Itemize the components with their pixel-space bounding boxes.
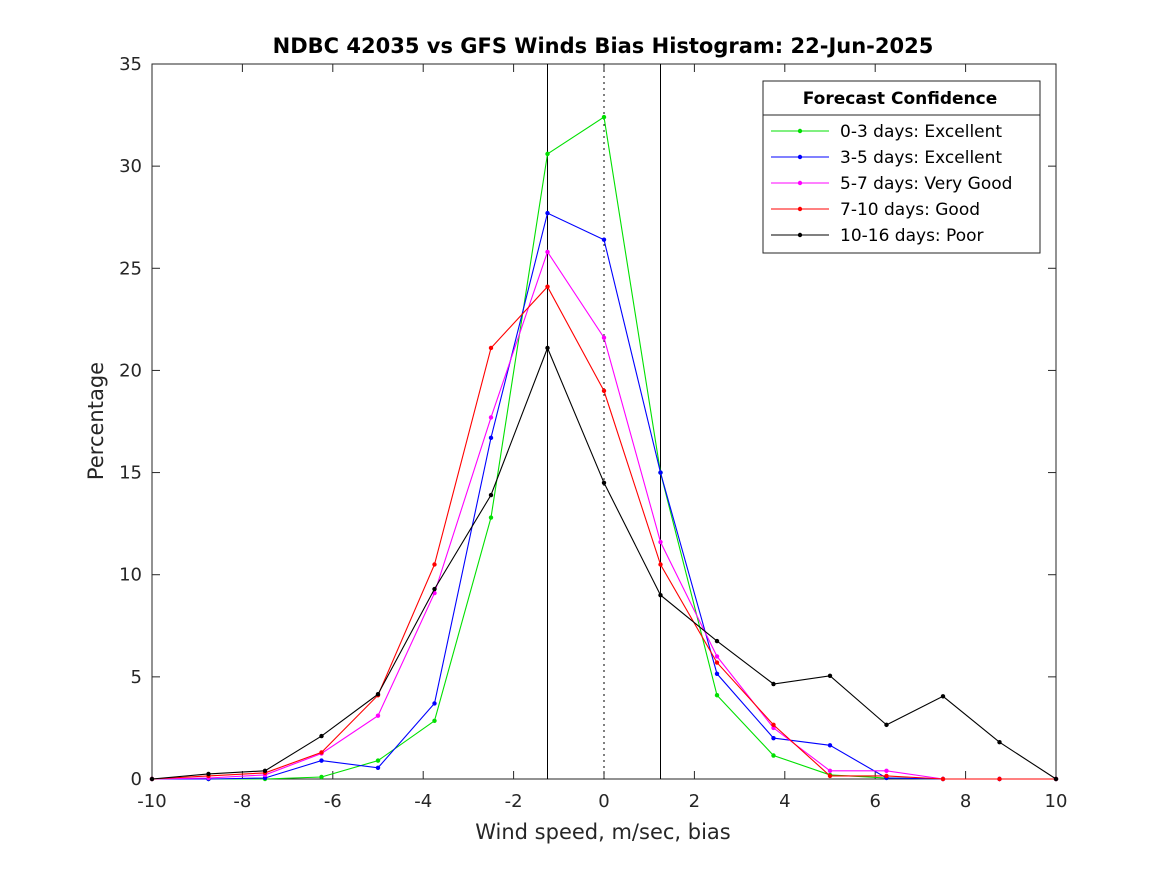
data-point: [884, 773, 889, 779]
x-tick-label: -8: [233, 791, 251, 812]
data-point: [658, 592, 663, 598]
data-point: [149, 776, 155, 782]
data-point: [432, 701, 437, 706]
data-point: [319, 733, 324, 739]
data-point: [488, 515, 494, 520]
data-point: [714, 638, 720, 644]
data-point: [997, 776, 1002, 782]
chart-title: NDBC 42035 vs GFS Winds Bias Histogram: …: [273, 34, 934, 58]
data-point: [940, 776, 946, 782]
data-point: [771, 722, 776, 728]
data-point: [771, 735, 776, 741]
data-point: [545, 249, 550, 255]
legend-box: [762, 80, 1041, 254]
data-point: [432, 562, 437, 567]
x-tick-label: -10: [137, 791, 166, 812]
data-point: [206, 771, 211, 777]
data-point: [488, 345, 494, 351]
data-point: [601, 114, 607, 120]
data-point: [940, 694, 946, 699]
data-point: [319, 758, 324, 763]
y-axis-label: Percentage: [84, 362, 108, 480]
y-tick-label: 0: [131, 769, 142, 790]
data-point: [601, 335, 607, 340]
data-point: [827, 673, 833, 679]
x-tick-label: -6: [324, 791, 342, 812]
data-point: [771, 681, 776, 687]
data-point: [432, 718, 437, 723]
legend-entry: 10-16 days: Poor: [840, 226, 984, 246]
data-point: [488, 415, 494, 420]
y-tick-label: 15: [119, 463, 142, 484]
plot-area: -10 -8 -6 -4 -2 0 2 4 6 8 10 0 5 10 15 20 25 30 35: [119, 54, 1067, 812]
data-point: [714, 693, 720, 698]
data-point: [545, 210, 550, 216]
legend-entry: 0-3 days: Excellent: [840, 122, 1002, 142]
y-tick-label: 20: [119, 360, 142, 381]
x-tick-label: 2: [689, 791, 700, 812]
data-point: [714, 660, 720, 665]
data-point: [658, 562, 663, 567]
data-point: [997, 740, 1002, 745]
x-tick-label: 6: [869, 791, 880, 812]
data-point: [771, 725, 776, 731]
data-point: [262, 775, 268, 781]
legend-entry: 5-7 days: Very Good: [840, 174, 1012, 194]
data-point: [601, 388, 607, 394]
data-point: [714, 654, 720, 659]
data-point: [601, 480, 607, 485]
y-tick-label: 35: [119, 54, 142, 75]
data-point: [545, 284, 550, 289]
data-point: [714, 671, 720, 676]
data-point: [658, 539, 663, 545]
x-tick-label: -4: [414, 791, 432, 812]
data-point: [375, 758, 381, 763]
data-point: [319, 750, 324, 755]
data-point: [319, 774, 324, 780]
data-point: [545, 151, 550, 157]
data-point: [827, 743, 833, 748]
legend-marker: [797, 232, 803, 238]
legend-marker: [797, 154, 803, 160]
data-point: [375, 713, 381, 718]
data-point: [262, 768, 268, 774]
legend-marker: [797, 128, 803, 134]
legend-entry: 7-10 days: Good: [840, 200, 980, 220]
data-point: [658, 470, 663, 475]
y-tick-label: 5: [131, 667, 142, 688]
data-point: [884, 768, 889, 774]
x-tick-label: 8: [960, 791, 971, 812]
x-tick-label: 0: [598, 791, 609, 812]
x-tick-label: 10: [1045, 791, 1068, 812]
x-tick-label: -2: [505, 791, 523, 812]
y-tick-label: 10: [119, 565, 142, 586]
y-tick-label: 25: [119, 258, 142, 279]
x-axis-label: Wind speed, m/sec, bias: [475, 820, 731, 844]
data-point: [601, 237, 607, 242]
y-tick-label: 30: [119, 156, 142, 177]
legend-entry: 3-5 days: Excellent: [840, 148, 1002, 168]
data-point: [884, 722, 889, 728]
data-point: [375, 765, 381, 770]
legend-marker: [797, 180, 803, 186]
legend-marker: [797, 206, 803, 212]
data-point: [432, 586, 437, 592]
data-point: [488, 435, 494, 441]
data-point: [771, 753, 776, 758]
data-point: [1053, 776, 1059, 782]
data-point: [827, 773, 833, 779]
data-point: [375, 692, 381, 697]
data-point: [545, 345, 550, 351]
legend: Forecast Confidence 0-3 days: Excellent 3…: [762, 80, 1041, 254]
x-tick-label: 4: [779, 791, 790, 812]
data-point: [827, 768, 833, 774]
data-point: [488, 492, 494, 498]
legend-title: Forecast Confidence: [803, 89, 998, 109]
